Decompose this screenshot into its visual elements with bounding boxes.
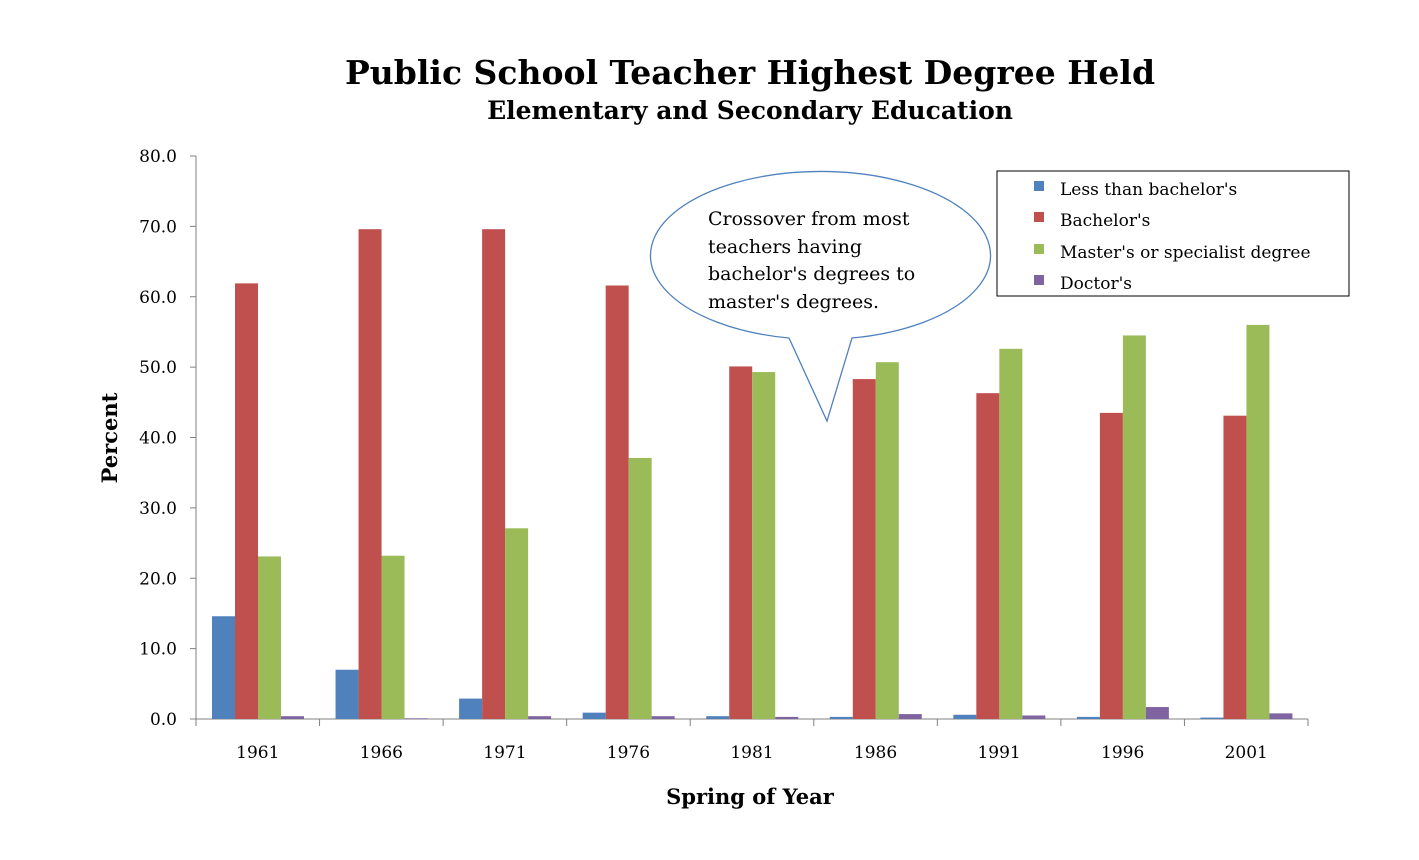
bar: [381, 555, 405, 719]
bar: [258, 556, 281, 719]
bar: [898, 714, 922, 719]
legend-label-less-than-bachelors: Less than bachelor's: [1060, 180, 1237, 200]
x-tick-label: 1961: [236, 743, 279, 763]
legend-swatch-doctors: [1034, 275, 1044, 285]
bar: [1246, 324, 1270, 719]
y-tick-label: 30.0: [139, 499, 177, 519]
bar: [775, 716, 799, 719]
bar: [651, 716, 675, 719]
legend-swatch-less-than-bachelors: [1034, 181, 1044, 191]
bar: [1122, 335, 1146, 719]
bar: [706, 716, 730, 719]
bar: [1076, 716, 1100, 719]
series-1: [235, 229, 1247, 719]
series-2: [258, 324, 1270, 719]
bar: [505, 528, 529, 719]
callout-line-4: master's degrees.: [708, 291, 879, 313]
x-tick-label: 1981: [730, 743, 773, 763]
callout-line-2: teachers having: [708, 236, 862, 258]
y-tick-label: 10.0: [139, 640, 177, 660]
bar: [404, 718, 428, 719]
bar: [605, 285, 629, 719]
x-axis-title: Spring of Year: [666, 784, 835, 809]
legend-label-doctors: Doctor's: [1060, 274, 1132, 294]
bar: [528, 716, 552, 719]
bar: [1200, 717, 1224, 719]
y-axis-title: Percent: [97, 392, 122, 483]
legend-box: [996, 170, 1350, 297]
bar: [459, 698, 483, 719]
bar: [281, 716, 304, 719]
legend-label-masters: Master's or specialist degree: [1060, 243, 1311, 263]
chart-subtitle: Elementary and Secondary Education: [487, 96, 1013, 125]
legend-swatch-masters: [1034, 244, 1044, 254]
bar: [829, 716, 853, 719]
bar: [976, 393, 1000, 719]
series-0: [212, 616, 1224, 719]
bar: [212, 616, 235, 719]
bar: [875, 362, 899, 719]
legend-label-bachelors: Bachelor's: [1060, 211, 1150, 231]
bars: [212, 229, 1293, 719]
y-tick-label: 40.0: [139, 429, 177, 449]
bar: [999, 348, 1023, 719]
legend-swatch-bachelors: [1034, 212, 1044, 222]
x-tick-label: 1966: [360, 743, 403, 763]
bar: [752, 372, 776, 719]
chart-title: Public School Teacher Highest Degree Hel…: [345, 53, 1155, 92]
x-tick-label: 1986: [854, 743, 897, 763]
x-tick-label: 1991: [977, 743, 1020, 763]
bar: [953, 714, 977, 719]
y-axis: 0.0 10.0 20.0 30.0 40.0 50.0 60.0 70.0 80.0: [139, 147, 197, 730]
y-tick-label: 0.0: [150, 710, 177, 730]
bar: [582, 712, 606, 719]
x-tick-label: 1971: [483, 743, 526, 763]
bar: [1099, 412, 1123, 719]
callout-bubble: [649, 170, 992, 423]
bar: [628, 457, 652, 719]
legend: Less than bachelor's Bachelor's Master's…: [996, 170, 1350, 297]
y-tick-label: 80.0: [139, 147, 177, 167]
bar: [729, 366, 753, 719]
x-axis: 1961 1966 1971 1976 1981 1986 1991 1996 2001: [195, 718, 1309, 763]
bar: [335, 669, 359, 719]
y-tick-label: 70.0: [139, 217, 177, 237]
callout-annotation: Crossover from most teachers having bach…: [649, 170, 992, 423]
y-tick-label: 20.0: [139, 569, 177, 589]
bar: [1145, 707, 1169, 719]
bar: [358, 229, 382, 719]
bar: [1022, 715, 1046, 719]
bar: [1269, 713, 1293, 719]
x-tick-label: 2001: [1225, 743, 1268, 763]
bar: [482, 229, 506, 719]
bar: [235, 283, 258, 719]
y-tick-label: 50.0: [139, 358, 177, 378]
x-tick-label: 1976: [607, 743, 650, 763]
series-3: [281, 707, 1293, 719]
bar: [852, 379, 876, 719]
x-tick-label: 1996: [1101, 743, 1144, 763]
bar: [1223, 415, 1247, 719]
callout-line-3: bachelor's degrees to: [708, 263, 915, 285]
callout-line-1: Crossover from most: [708, 208, 910, 230]
y-tick-label: 60.0: [139, 288, 177, 308]
